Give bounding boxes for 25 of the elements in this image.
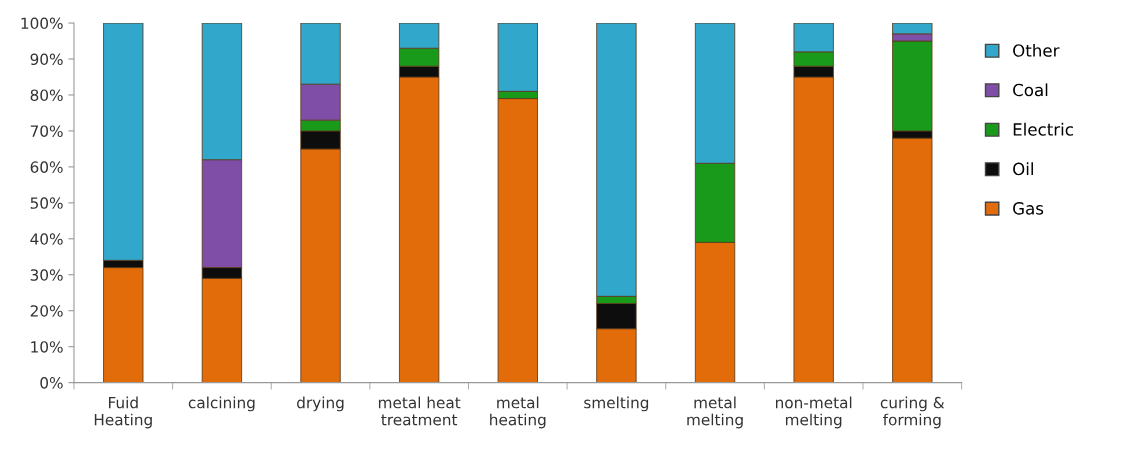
x-tick-label: non-metal melting (776, 396, 852, 429)
y-tick-label: 20% (30, 305, 63, 317)
legend-label: Gas (1013, 202, 1044, 215)
x-tick-label: metal heat treatment (378, 396, 461, 426)
x-tick-label: metal heating (490, 396, 546, 429)
legend-label: Coal (1013, 83, 1048, 97)
x-tick-label: Fuid Heating (94, 396, 152, 429)
y-tick-label: 40% (30, 233, 63, 245)
x-tick-label: calcining (188, 396, 255, 412)
x-tick-label: curing & forming (880, 396, 945, 429)
y-tick-label: 10% (31, 341, 63, 353)
x-tick-label: smelting (584, 396, 649, 412)
x-tick-label: metal melting (687, 396, 743, 429)
y-tick-label: 100% (21, 17, 63, 30)
y-tick-label: 60% (30, 161, 63, 173)
y-tick-label: 50% (30, 197, 63, 209)
y-tick-label: 0% (40, 377, 63, 389)
y-tick-label: 30% (30, 269, 63, 281)
legend-label: Oil (1013, 162, 1033, 176)
legend-label: Other (1013, 43, 1060, 57)
y-tick-label: 90% (30, 53, 63, 66)
y-tick-label: 80% (30, 89, 63, 101)
y-tick-label: 70% (30, 125, 63, 137)
x-tick-label: drying (297, 396, 344, 412)
legend-label: Electric (1013, 122, 1073, 136)
